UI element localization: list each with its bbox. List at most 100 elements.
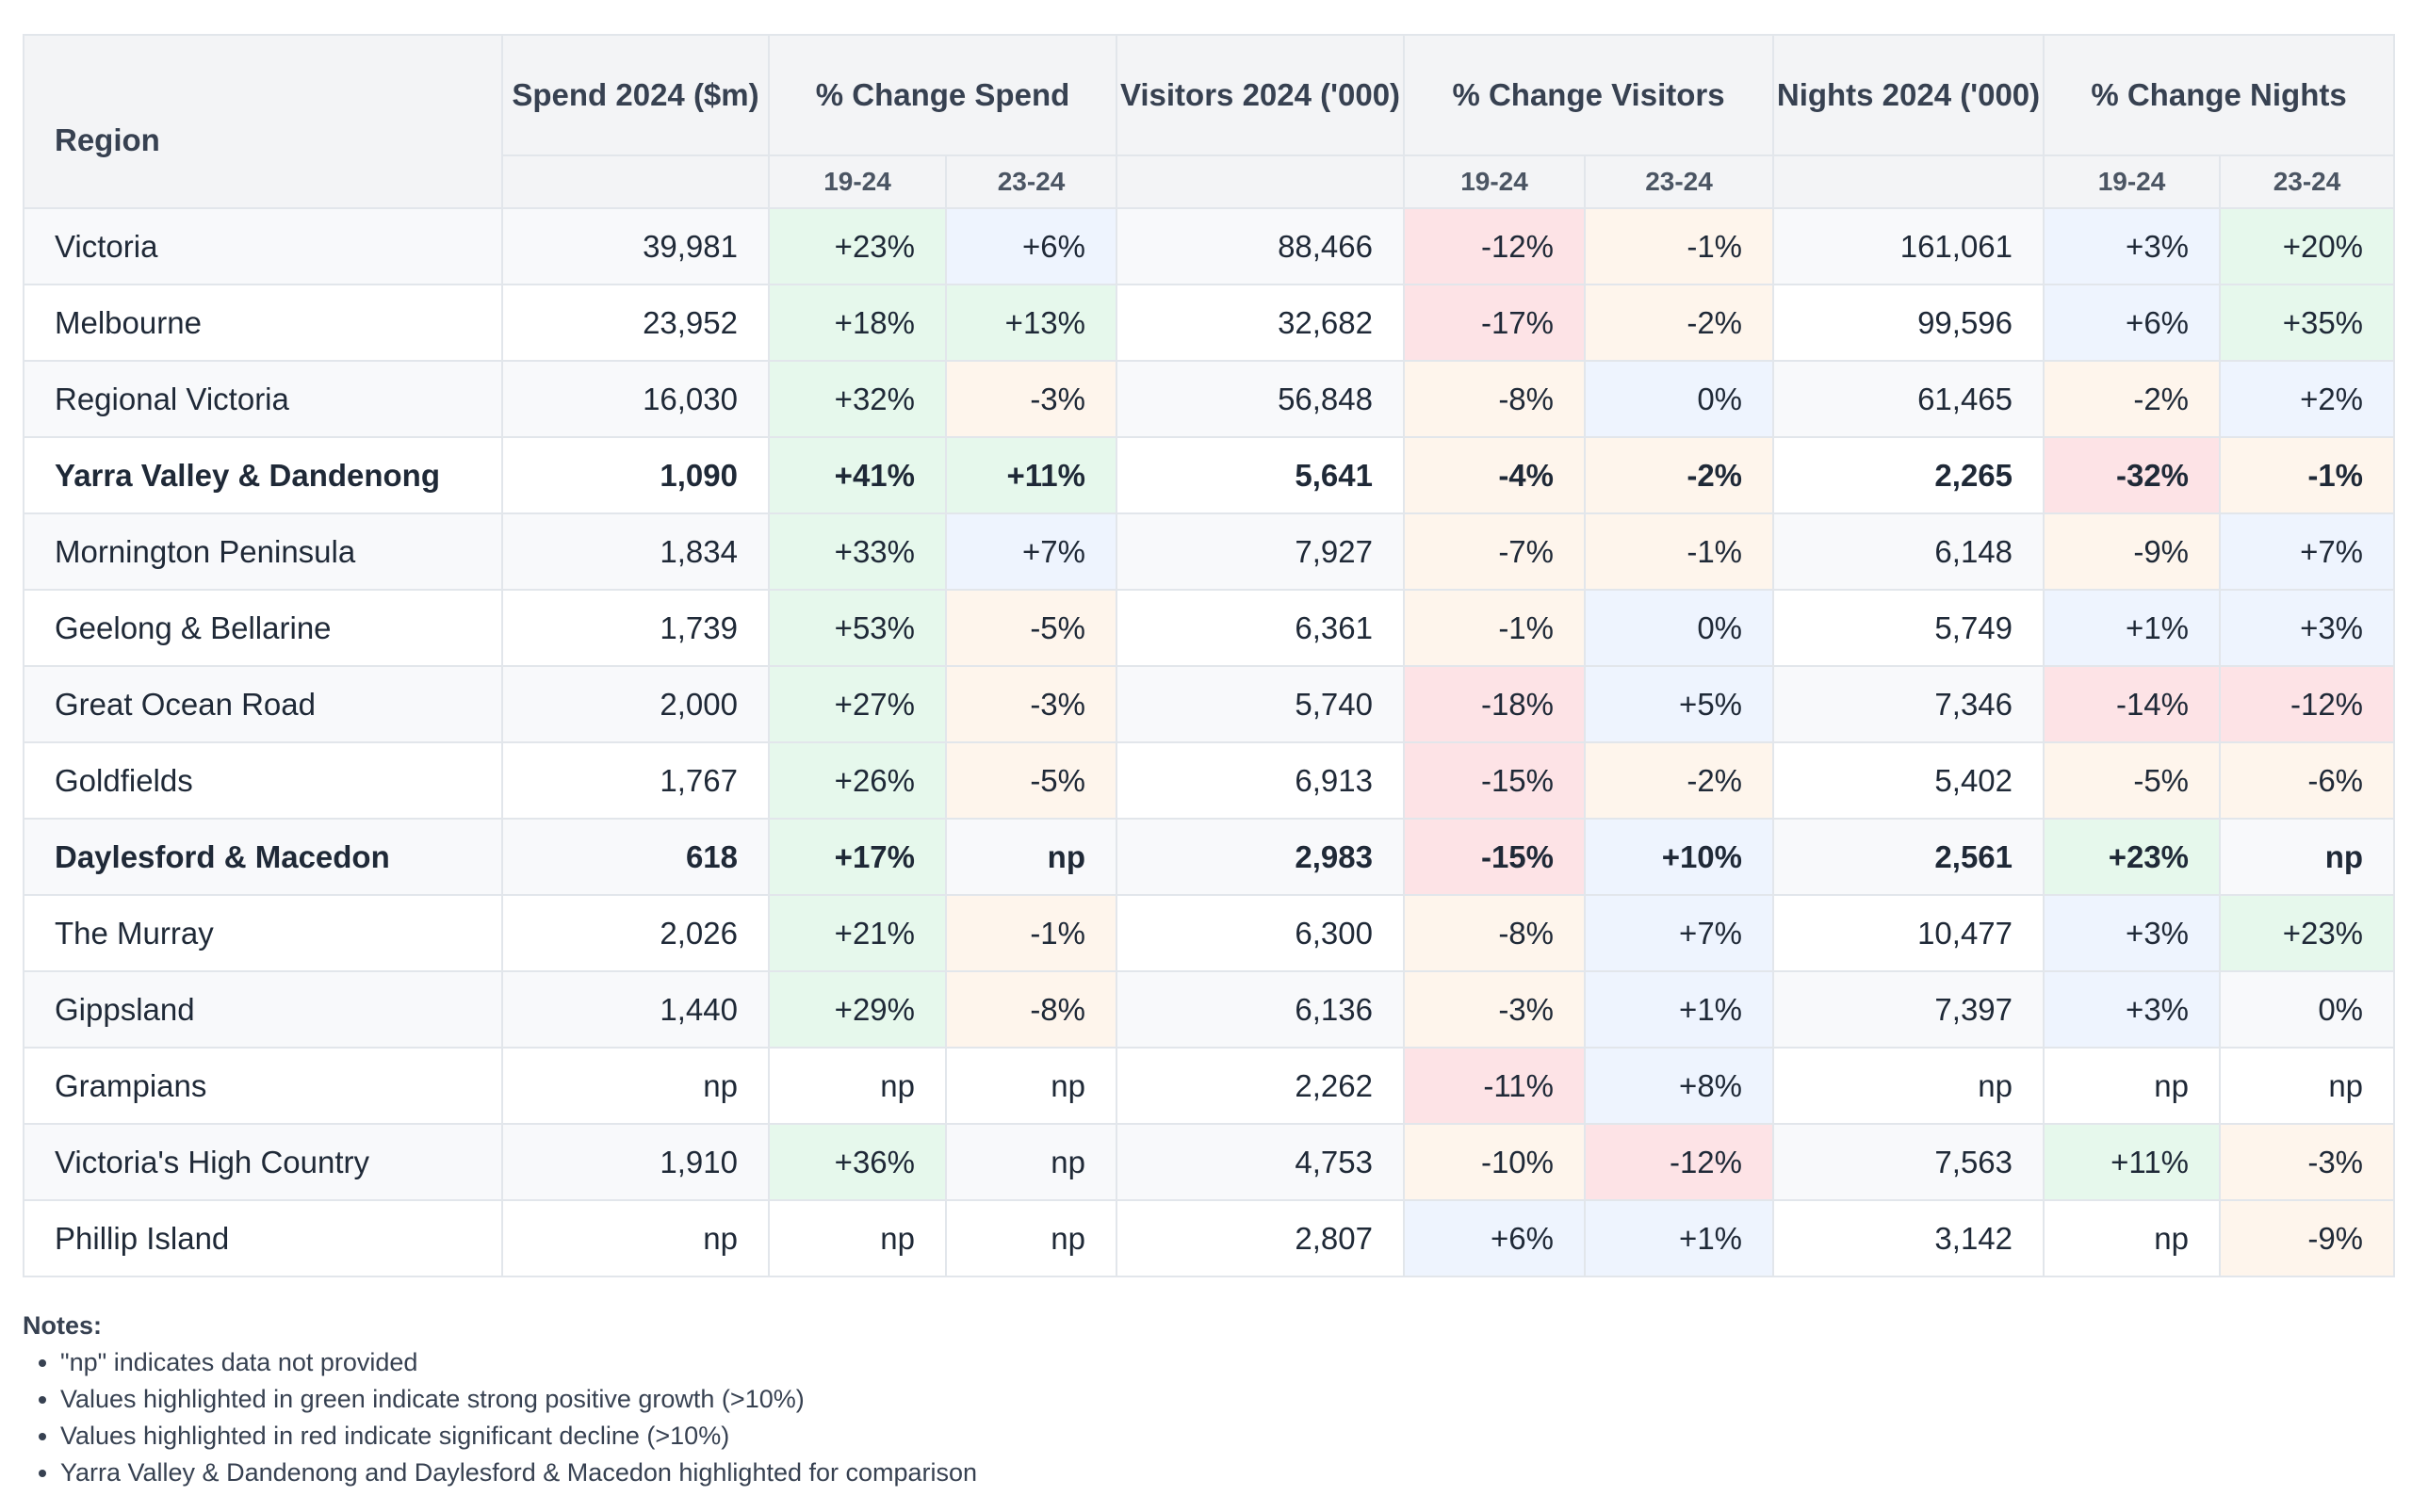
cell-visitors-change-23-24: +10% xyxy=(1583,818,1775,896)
cell-nights-change-19-24: -32% xyxy=(2043,436,2222,514)
cell-visitors-change-19-24: -1% xyxy=(1403,589,1586,667)
cell-visitors-change-19-24: -4% xyxy=(1403,436,1586,514)
cell-spend: 23,952 xyxy=(501,284,770,362)
note-item: Values highlighted in green indicate str… xyxy=(60,1381,2393,1418)
subheader-spend-19-24: 19-24 xyxy=(768,154,947,209)
cell-spend: 2,026 xyxy=(501,894,770,972)
subheader-visitors-23-24: 23-24 xyxy=(1583,154,1775,209)
cell-visitors-change-19-24: -8% xyxy=(1403,894,1586,972)
cell-visitors-change-23-24: +1% xyxy=(1583,1199,1775,1277)
cell-spend-change-23-24: -3% xyxy=(945,360,1117,438)
cell-region: Victoria's High Country xyxy=(23,1123,503,1201)
cell-spend-change-23-24: +7% xyxy=(945,512,1117,591)
cell-spend-change-19-24: +29% xyxy=(768,970,947,1049)
cell-nights-change-23-24: +23% xyxy=(2219,894,2396,972)
subheader-nights-23-24: 23-24 xyxy=(2219,154,2396,209)
cell-visitors-change-23-24: +1% xyxy=(1583,970,1775,1049)
cell-region: Melbourne xyxy=(23,284,503,362)
cell-visitors-change-19-24: -3% xyxy=(1403,970,1586,1049)
cell-nights: 161,061 xyxy=(1772,207,2045,285)
cell-spend-change-19-24: +53% xyxy=(768,589,947,667)
cell-nights-change-19-24: +23% xyxy=(2043,818,2222,896)
cell-visitors-change-19-24: -12% xyxy=(1403,207,1586,285)
cell-region: Gippsland xyxy=(23,970,503,1049)
cell-visitors: 88,466 xyxy=(1116,207,1405,285)
subheader-blank xyxy=(1772,154,2045,209)
cell-spend-change-23-24: np xyxy=(945,1123,1117,1201)
cell-region: Great Ocean Road xyxy=(23,665,503,743)
cell-visitors-change-19-24: -17% xyxy=(1403,284,1586,362)
cell-region: Phillip Island xyxy=(23,1199,503,1277)
table-row: Goldfields 1,767 +26% -5% 6,913 -15% -2% 5,402-… xyxy=(23,741,2396,820)
cell-nights-change-19-24: +3% xyxy=(2043,970,2222,1049)
cell-nights: 2,265 xyxy=(1772,436,2045,514)
cell-nights: 61,465 xyxy=(1772,360,2045,438)
cell-spend-change-19-24: +23% xyxy=(768,207,947,285)
cell-nights-change-23-24: +35% xyxy=(2219,284,2396,362)
cell-visitors-change-19-24: -10% xyxy=(1403,1123,1586,1201)
cell-nights-change-23-24: -1% xyxy=(2219,436,2396,514)
cell-nights-change-23-24: -12% xyxy=(2219,665,2396,743)
cell-visitors-change-23-24: -2% xyxy=(1583,436,1775,514)
cell-visitors: 4,753 xyxy=(1116,1123,1405,1201)
cell-spend: 1,834 xyxy=(501,512,770,591)
cell-spend-change-19-24: +33% xyxy=(768,512,947,591)
note-item: Values highlighted in red indicate signi… xyxy=(60,1418,2393,1455)
header-change-nights: % Change Nights xyxy=(2043,34,2396,156)
cell-nights-change-19-24: +1% xyxy=(2043,589,2222,667)
cell-nights: 6,148 xyxy=(1772,512,2045,591)
cell-nights: np xyxy=(1772,1047,2045,1125)
table-row: Daylesford & Macedon 618 +17% np 2,983 -15% +1… xyxy=(23,818,2396,896)
cell-spend: 1,767 xyxy=(501,741,770,820)
cell-spend: 1,739 xyxy=(501,589,770,667)
cell-visitors: 2,807 xyxy=(1116,1199,1405,1277)
cell-visitors-change-19-24: -7% xyxy=(1403,512,1586,591)
cell-spend-change-23-24: -5% xyxy=(945,741,1117,820)
cell-visitors: 6,913 xyxy=(1116,741,1405,820)
cell-spend-change-19-24: +18% xyxy=(768,284,947,362)
cell-visitors-change-19-24: -15% xyxy=(1403,818,1586,896)
data-table-container: Region Spend 2024 ($m) % Change Spend Vi… xyxy=(23,34,2396,1491)
cell-nights-change-23-24: -3% xyxy=(2219,1123,2396,1201)
cell-spend-change-19-24: +41% xyxy=(768,436,947,514)
cell-nights-change-23-24: -6% xyxy=(2219,741,2396,820)
cell-spend: 39,981 xyxy=(501,207,770,285)
cell-region: Grampians xyxy=(23,1047,503,1125)
cell-nights-change-19-24: +3% xyxy=(2043,894,2222,972)
cell-visitors: 56,848 xyxy=(1116,360,1405,438)
subheader-nights-19-24: 19-24 xyxy=(2043,154,2222,209)
cell-spend: 2,000 xyxy=(501,665,770,743)
cell-region: Geelong & Bellarine xyxy=(23,589,503,667)
cell-visitors: 32,682 xyxy=(1116,284,1405,362)
note-item: "np" indicates data not provided xyxy=(60,1344,2393,1381)
cell-visitors-change-19-24: -18% xyxy=(1403,665,1586,743)
cell-spend-change-19-24: +27% xyxy=(768,665,947,743)
cell-region: Mornington Peninsula xyxy=(23,512,503,591)
cell-visitors-change-23-24: +8% xyxy=(1583,1047,1775,1125)
cell-spend: 1,440 xyxy=(501,970,770,1049)
cell-visitors-change-23-24: -2% xyxy=(1583,741,1775,820)
cell-nights-change-23-24: -9% xyxy=(2219,1199,2396,1277)
cell-nights-change-23-24: +20% xyxy=(2219,207,2396,285)
cell-spend-change-19-24: +36% xyxy=(768,1123,947,1201)
cell-spend-change-23-24: +11% xyxy=(945,436,1117,514)
notes-list: "np" indicates data not providedValues h… xyxy=(23,1344,2393,1491)
cell-nights-change-19-24: -2% xyxy=(2043,360,2222,438)
cell-visitors-change-23-24: 0% xyxy=(1583,589,1775,667)
cell-region: Yarra Valley & Dandenong xyxy=(23,436,503,514)
subheader-row: 19-24 23-24 19-24 23-24 19-24 23-24 xyxy=(24,154,2396,209)
cell-visitors-change-23-24: -1% xyxy=(1583,512,1775,591)
cell-spend-change-23-24: -5% xyxy=(945,589,1117,667)
cell-region: Victoria xyxy=(23,207,503,285)
cell-spend-change-23-24: +6% xyxy=(945,207,1117,285)
table-row: Geelong & Bellarine 1,739 +53% -5% 6,361 -1% 0… xyxy=(23,589,2396,667)
note-item: Yarra Valley & Dandenong and Daylesford … xyxy=(60,1455,2393,1491)
cell-visitors-change-23-24: -1% xyxy=(1583,207,1775,285)
cell-spend-change-23-24: -3% xyxy=(945,665,1117,743)
cell-visitors-change-19-24: -15% xyxy=(1403,741,1586,820)
cell-spend-change-23-24: -8% xyxy=(945,970,1117,1049)
table-row: Yarra Valley & Dandenong 1,090 +41% +11% 5,6… xyxy=(23,436,2396,514)
cell-visitors: 2,262 xyxy=(1116,1047,1405,1125)
cell-visitors-change-23-24: +7% xyxy=(1583,894,1775,972)
cell-visitors: 6,300 xyxy=(1116,894,1405,972)
